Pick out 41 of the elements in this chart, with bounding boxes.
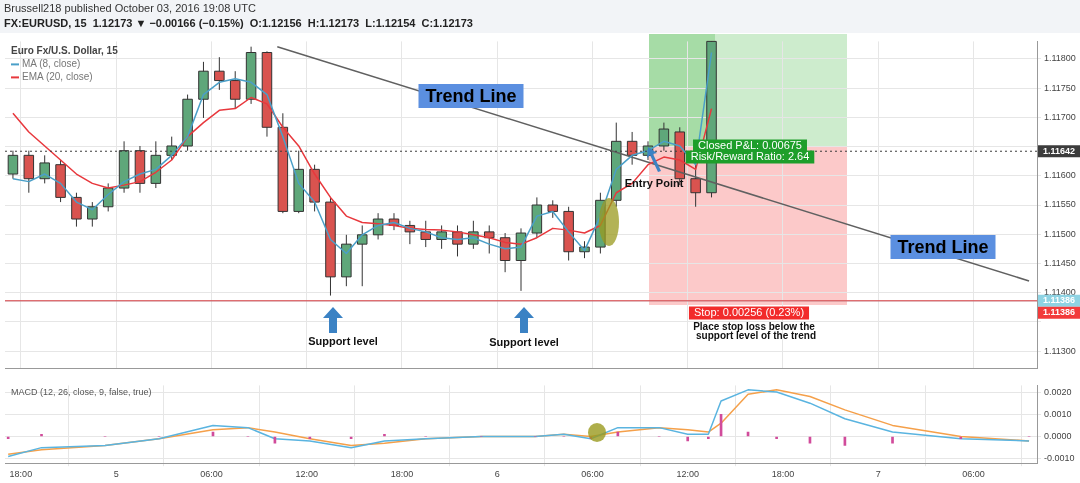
annotation: Closed P&L: 0.00675	[698, 139, 802, 152]
ref-line-label: 1.11386	[1042, 307, 1076, 318]
annotation: Support level	[308, 335, 378, 348]
y-tick-label: 1.11600	[1044, 170, 1076, 181]
y-tick-label: 1.11400	[1044, 287, 1076, 298]
ref-line-label: 1.11642	[1042, 145, 1076, 156]
x-tick-label: 06:00	[581, 469, 604, 480]
y-tick-label: -0.0010	[1044, 453, 1075, 464]
x-tick-label: 5	[113, 469, 119, 480]
annotation: Trend Line	[425, 85, 517, 106]
legend-label: MA (8, close)	[22, 58, 81, 70]
y-tick-label: 0.0000	[1044, 431, 1072, 442]
annotation: Stop: 0.00256 (0.23%)	[693, 306, 805, 319]
x-tick-label: 6	[494, 469, 500, 480]
y-tick-label: 1.11700	[1044, 111, 1076, 122]
y-tick-label: 1.11300	[1044, 345, 1076, 356]
x-tick-label: 18:00	[9, 469, 33, 480]
x-tick-label: 12:00	[676, 469, 699, 480]
y-tick-label: 1.11450	[1044, 257, 1076, 268]
annotation: Support level	[489, 336, 559, 349]
ref-line-label: 1.11386	[1042, 295, 1076, 306]
y-tick-label: 0.0010	[1044, 408, 1072, 419]
x-tick-label: 12:00	[295, 469, 318, 480]
x-tick-label: 18:00	[390, 469, 414, 480]
chart-title: Brussell218 published October 03, 2016 19:08 UTC	[4, 2, 256, 14]
legend-label: EMA (20, close)	[22, 71, 93, 83]
x-tick-label: 7	[875, 469, 881, 480]
y-tick-label: 0.0020	[1044, 386, 1072, 397]
legend-title: Euro Fx/U.S. Dollar, 15	[11, 45, 119, 57]
y-tick-label: 1.11750	[1044, 82, 1076, 93]
annotation: Place stop loss below the	[693, 320, 816, 332]
chart-title: MACD (12, 26, close, 9, false, true)	[11, 387, 152, 398]
x-tick-label: 06:00	[200, 469, 223, 480]
x-tick-label: 06:00	[962, 469, 985, 480]
x-tick-label: 18:00	[771, 469, 795, 480]
y-tick-label: 1.11500	[1044, 228, 1076, 239]
y-tick-label: 1.11800	[1044, 53, 1076, 64]
annotation: Risk/Reward Ratio: 2.64	[690, 150, 810, 163]
chart-subtitle: FX:EURUSD, 15 1.12173 ▼ −0.00166 (−0.15%) O:1.12156 H:1.12173 L:1.12154 C:1.12173	[4, 17, 473, 29]
y-tick-label: 1.11550	[1044, 199, 1076, 210]
annotation: Trend Line	[897, 236, 989, 257]
